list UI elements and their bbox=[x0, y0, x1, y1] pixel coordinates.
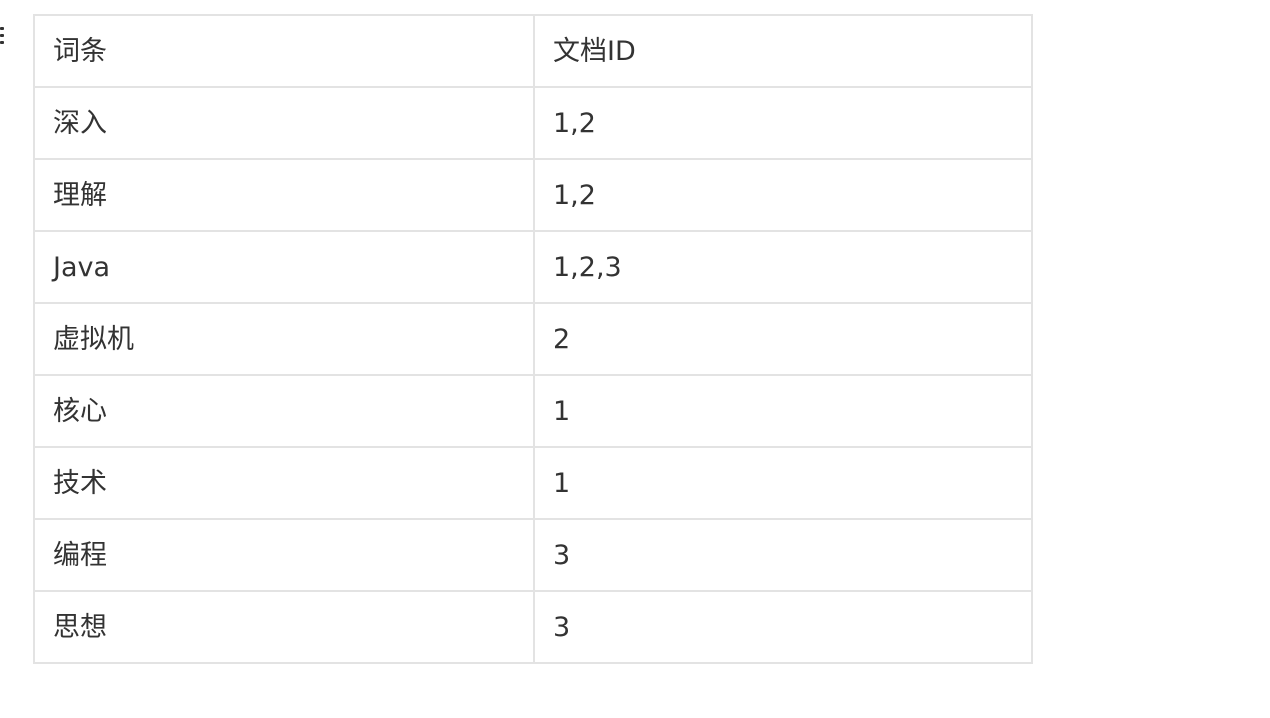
table-row: 技术 1 bbox=[33, 446, 1033, 520]
table-drag-handle-icon[interactable] bbox=[0, 27, 6, 47]
table-row: 核心 1 bbox=[33, 374, 1033, 448]
table-row: 理解 1,2 bbox=[33, 158, 1033, 232]
table-row: 虚拟机 2 bbox=[33, 302, 1033, 376]
doc-id-cell[interactable]: 3 bbox=[533, 590, 1033, 664]
term-cell[interactable]: 思想 bbox=[33, 590, 535, 664]
term-cell[interactable]: Java bbox=[33, 230, 535, 304]
header-cell-doc-id[interactable]: 文档ID bbox=[533, 14, 1033, 88]
doc-id-cell[interactable]: 1 bbox=[533, 374, 1033, 448]
doc-id-cell[interactable]: 2 bbox=[533, 302, 1033, 376]
term-cell[interactable]: 编程 bbox=[33, 518, 535, 592]
doc-id-cell[interactable]: 1 bbox=[533, 446, 1033, 520]
doc-id-cell[interactable]: 3 bbox=[533, 518, 1033, 592]
table-row: 思想 3 bbox=[33, 590, 1033, 664]
drag-handle-bar bbox=[0, 27, 4, 30]
term-cell[interactable]: 深入 bbox=[33, 86, 535, 160]
inverted-index-table: 词条 文档ID 深入 1,2 理解 1,2 Java 1,2,3 虚拟机 2 核 bbox=[33, 14, 1033, 664]
table-row: 编程 3 bbox=[33, 518, 1033, 592]
drag-handle-bar bbox=[0, 41, 4, 44]
term-cell[interactable]: 理解 bbox=[33, 158, 535, 232]
doc-id-cell[interactable]: 1,2 bbox=[533, 86, 1033, 160]
table-header-row: 词条 文档ID bbox=[33, 14, 1033, 88]
term-cell[interactable]: 核心 bbox=[33, 374, 535, 448]
header-cell-term[interactable]: 词条 bbox=[33, 14, 535, 88]
term-cell[interactable]: 虚拟机 bbox=[33, 302, 535, 376]
table-row: Java 1,2,3 bbox=[33, 230, 1033, 304]
drag-handle-bar bbox=[0, 34, 4, 37]
doc-id-cell[interactable]: 1,2 bbox=[533, 158, 1033, 232]
table-row: 深入 1,2 bbox=[33, 86, 1033, 160]
doc-id-cell[interactable]: 1,2,3 bbox=[533, 230, 1033, 304]
term-cell[interactable]: 技术 bbox=[33, 446, 535, 520]
